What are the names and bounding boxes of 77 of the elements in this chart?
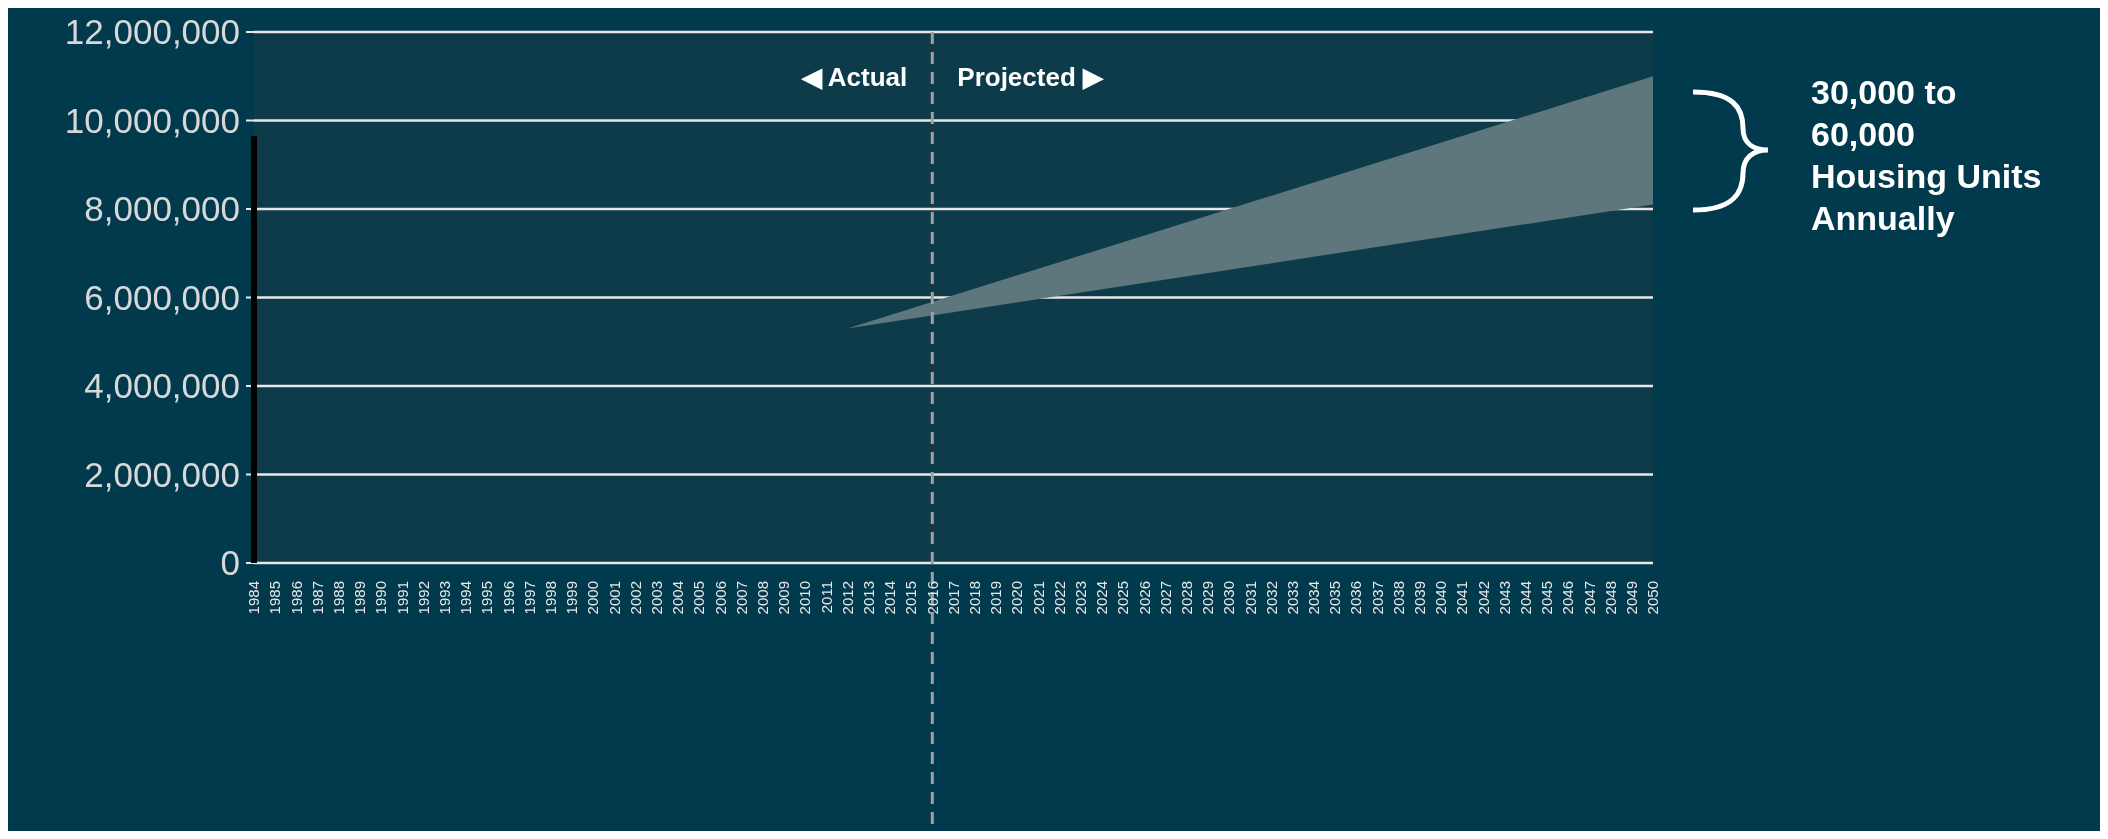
x-tick-label: 1989	[351, 581, 369, 615]
x-tick-label: 2012	[838, 581, 856, 615]
annotation: ◀ Actual	[800, 62, 908, 92]
x-tick-label: 2014	[881, 581, 899, 615]
x-tick-label: 2008	[753, 581, 771, 615]
y-tick-label: 6,000,000	[84, 277, 240, 317]
x-tick-label: 1996	[499, 581, 517, 615]
x-tick-label: 2021	[1029, 581, 1047, 615]
x-tick-label: 2022	[1050, 581, 1068, 615]
x-tick-label: 2026	[1135, 581, 1153, 615]
x-tick-label: 1994	[457, 581, 475, 615]
x-tick-label: 2016	[923, 581, 941, 615]
text: 30,000 to 60,000 Housing Units Annually	[1811, 73, 2042, 237]
x-tick-label: 2047	[1580, 581, 1598, 615]
x-tick-label: 2003	[647, 581, 665, 615]
x-tick-label: 1986	[287, 581, 305, 615]
y-tick-label: 2,000,000	[84, 454, 240, 494]
x-tick-label: 1995	[478, 581, 496, 615]
annotation: Projected ▶	[957, 62, 1105, 92]
x-tick-label: 2019	[987, 581, 1005, 615]
x-tick-label: 2033	[1283, 581, 1301, 615]
x-tick-label: 2038	[1389, 581, 1407, 615]
y-tick-label: 10,000,000	[64, 100, 240, 140]
y-tick-label: 0	[220, 543, 240, 583]
x-tick-label: 1999	[563, 581, 581, 615]
x-tick-label: 2046	[1559, 581, 1577, 615]
x-tick-label: 1998	[542, 581, 560, 615]
x-tick-label: 2032	[1262, 581, 1280, 615]
x-tick-label: 2043	[1495, 581, 1513, 615]
x-tick-label: 2037	[1368, 581, 1386, 615]
x-tick-label: 2005	[690, 581, 708, 615]
x-tick-label: 2045	[1538, 581, 1556, 615]
x-tick-label: 2030	[1220, 581, 1238, 615]
x-tick-label: 2036	[1347, 581, 1365, 615]
x-tick-label: 2017	[944, 581, 962, 615]
y-tick-label: 8,000,000	[84, 189, 240, 229]
x-tick-label: 2000	[584, 581, 602, 615]
x-tick-label: 1990	[372, 581, 390, 615]
x-tick-label: 2007	[732, 581, 750, 615]
x-tick-label: 2031	[1241, 581, 1259, 615]
x-tick-label: 2050	[1644, 581, 1662, 615]
x-tick-label: 2024	[1093, 581, 1111, 615]
x-tick-label: 2001	[605, 581, 623, 615]
x-tick-label: 2040	[1432, 581, 1450, 615]
x-tick-label: 2018	[965, 581, 983, 615]
x-tick-label: 2010	[796, 581, 814, 615]
x-tick-label: 2041	[1453, 581, 1471, 615]
x-tick-label: 2044	[1517, 581, 1535, 615]
x-tick-label: 2035	[1326, 581, 1344, 615]
y-tick-label: 4,000,000	[84, 366, 240, 406]
x-tick-label: 2042	[1474, 581, 1492, 615]
x-tick-label: 2023	[1071, 581, 1089, 615]
x-tick-label: 2025	[1114, 581, 1132, 615]
x-tick-label: 1993	[436, 581, 454, 615]
x-tick-label: 2006	[711, 581, 729, 615]
x-tick-label: 2011	[817, 581, 835, 614]
x-tick-label: 2049	[1623, 581, 1641, 615]
x-tick-label: 1991	[393, 581, 411, 615]
x-tick-label: 1985	[266, 581, 284, 615]
x-tick-label: 2002	[626, 581, 644, 615]
x-tick-label: 2013	[859, 581, 877, 615]
x-tick-label: 1988	[330, 581, 348, 615]
x-tick-label: 2028	[1177, 581, 1195, 615]
x-tick-label: 1992	[414, 581, 432, 615]
x-tick-label: 2020	[1008, 581, 1026, 615]
x-tick-label: 2039	[1411, 581, 1429, 615]
x-tick-label: 1987	[308, 581, 326, 615]
x-tick-label: 1984	[245, 581, 263, 615]
x-tick-label: 2034	[1305, 581, 1323, 615]
y-tick-label: 12,000,000	[64, 12, 240, 52]
x-tick-label: 2029	[1199, 581, 1217, 615]
x-tick-label: 2048	[1601, 581, 1619, 615]
x-tick-label: 2027	[1156, 581, 1174, 615]
x-tick-label: 1997	[520, 581, 538, 615]
x-tick-label: 2015	[902, 581, 920, 615]
x-tick-label: 2009	[775, 581, 793, 615]
x-tick-label: 2004	[669, 581, 687, 615]
